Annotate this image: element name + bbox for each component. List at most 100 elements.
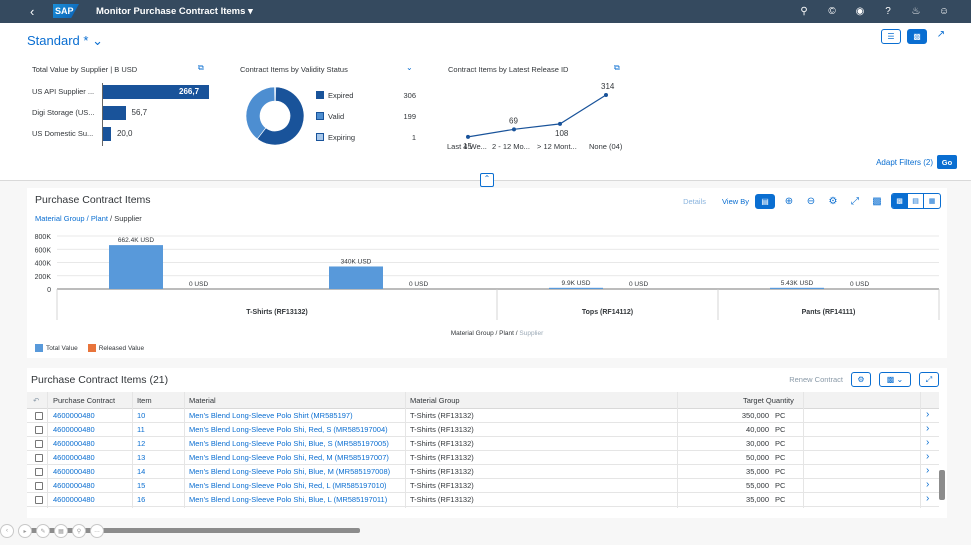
supplier-bar-row[interactable]: Digi Storage (US... 56,7 bbox=[32, 104, 212, 125]
contract-link[interactable]: 4600000480 bbox=[53, 467, 95, 476]
item-link[interactable]: 16 bbox=[137, 495, 146, 504]
column-header-item[interactable]: Item bbox=[137, 396, 152, 405]
item-link[interactable]: 10 bbox=[137, 411, 146, 420]
column-header-target-quantity[interactable]: Target Quantity bbox=[743, 396, 794, 405]
material-link[interactable]: Men's Blend Long-Sleeve Polo Shirt (MR58… bbox=[189, 411, 353, 420]
zoom-out-icon[interactable]: ⊖ bbox=[806, 195, 816, 207]
table-row[interactable]: 4600000480 14 Men's Blend Long-Sleeve Polo… bbox=[27, 465, 939, 479]
release-data-point[interactable] bbox=[558, 121, 562, 126]
share-icon[interactable]: ↗ bbox=[936, 29, 946, 40]
visual-filter-toggle-button[interactable]: ▩ bbox=[907, 29, 927, 44]
item-link[interactable]: 15 bbox=[137, 481, 146, 490]
value-by-supplier-chart[interactable]: US API Supplier ... 266,7 Digi Storage (US… bbox=[32, 83, 212, 146]
chart-view-button[interactable]: ▤ bbox=[908, 194, 924, 208]
release-data-point[interactable] bbox=[604, 93, 608, 97]
row-select-checkbox[interactable] bbox=[35, 496, 43, 504]
validity-status-donut[interactable] bbox=[244, 85, 306, 147]
grid-icon[interactable]: ▦ bbox=[54, 524, 68, 538]
variant-selector[interactable]: Standard * ⌄ bbox=[27, 33, 103, 49]
binoculars-icon[interactable]: ◉ bbox=[855, 5, 865, 17]
material-link[interactable]: Men's Blend Long-Sleeve Polo Shi, Red, S… bbox=[189, 425, 388, 434]
legend-toggle-button[interactable]: ▤ bbox=[755, 193, 775, 209]
supplier-bar[interactable] bbox=[103, 127, 111, 141]
search-icon[interactable]: ⚲ bbox=[72, 524, 86, 538]
column-header-material[interactable]: Material bbox=[189, 396, 216, 405]
supplier-bar-row[interactable]: US Domestic Su... 20,0 bbox=[32, 125, 212, 146]
table-row[interactable]: 4600000480 12 Men's Blend Long-Sleeve Polo… bbox=[27, 437, 939, 451]
item-link[interactable]: 14 bbox=[137, 467, 146, 476]
row-select-checkbox[interactable] bbox=[35, 440, 43, 448]
release-data-point[interactable] bbox=[466, 134, 470, 139]
adapt-filters-button[interactable]: Adapt Filters (2) bbox=[876, 158, 933, 167]
row-navigation-icon[interactable]: › bbox=[926, 409, 930, 420]
row-select-checkbox[interactable] bbox=[35, 426, 43, 434]
zoom-in-icon[interactable]: ⊕ bbox=[784, 195, 794, 207]
chart-and-table-view-button[interactable]: ▩ bbox=[892, 194, 908, 208]
row-navigation-icon[interactable]: › bbox=[926, 423, 930, 434]
material-link[interactable]: Men's Blend Long-Sleeve Polo Shi, Blue, … bbox=[189, 439, 389, 448]
chart-type-icon[interactable]: ▩ bbox=[872, 195, 882, 207]
validity-legend-item[interactable]: Expired 306 bbox=[316, 89, 416, 110]
items-bar-chart[interactable]: 800K 600K 400K 200K 0 T-Shirts (RF13132) Tops … bbox=[27, 228, 947, 338]
view-by-button[interactable]: View By bbox=[722, 196, 749, 206]
bell-icon[interactable]: ♨ bbox=[911, 5, 921, 17]
compact-filter-toggle-button[interactable]: ☰ bbox=[881, 29, 901, 44]
donut-slice[interactable] bbox=[256, 86, 305, 146]
row-select-checkbox[interactable] bbox=[35, 412, 43, 420]
column-header-contract[interactable]: Purchase Contract bbox=[53, 396, 116, 405]
more-icon[interactable]: … bbox=[90, 524, 104, 538]
user-icon[interactable]: ☺ bbox=[938, 5, 950, 17]
prev-icon[interactable]: ‹ bbox=[0, 524, 14, 538]
pen-icon[interactable]: ✎ bbox=[36, 524, 50, 538]
chevron-down-icon[interactable]: ⌄ bbox=[406, 63, 413, 72]
item-link[interactable]: 13 bbox=[137, 453, 146, 462]
fullscreen-icon[interactable]: ⤢ bbox=[851, 195, 859, 207]
table-row[interactable]: 4600000480 10 Men's Blend Long-Sleeve Polo… bbox=[27, 409, 939, 423]
release-series-line[interactable] bbox=[467, 94, 607, 138]
contract-link[interactable]: 4600000480 bbox=[53, 425, 95, 434]
item-link[interactable]: 12 bbox=[137, 439, 146, 448]
row-select-checkbox[interactable] bbox=[35, 468, 43, 476]
play-icon[interactable]: ▸ bbox=[18, 524, 32, 538]
table-row[interactable]: 4600000480 11 Men's Blend Long-Sleeve Polo… bbox=[27, 423, 939, 437]
row-navigation-icon[interactable]: › bbox=[926, 493, 930, 504]
table-view-button[interactable]: ▦ bbox=[928, 198, 936, 205]
contract-link[interactable]: 4600000480 bbox=[53, 481, 95, 490]
supplier-bar[interactable] bbox=[103, 85, 209, 99]
undo-icon[interactable]: ↶ bbox=[33, 396, 40, 405]
total-value-bar[interactable] bbox=[109, 245, 163, 289]
horizontal-scrollbar[interactable] bbox=[20, 528, 360, 533]
item-link[interactable]: 11 bbox=[137, 425, 145, 434]
column-header-material-group[interactable]: Material Group bbox=[410, 396, 460, 405]
popin-icon[interactable]: ⧉ bbox=[614, 63, 620, 72]
app-title-menu[interactable]: Monitor Purchase Contract Items ▾ bbox=[96, 6, 253, 17]
contract-link[interactable]: 4600000480 bbox=[53, 453, 95, 462]
breadcrumb-link[interactable]: Material Group / Plant bbox=[35, 214, 108, 223]
details-button[interactable]: Details bbox=[683, 196, 707, 206]
vertical-scrollbar[interactable] bbox=[939, 470, 945, 500]
contract-link[interactable]: 4600000480 bbox=[53, 495, 95, 504]
search-icon[interactable]: ⚲ bbox=[800, 5, 808, 17]
renew-contract-button[interactable]: Renew Contract bbox=[789, 375, 843, 384]
release-data-point[interactable] bbox=[512, 127, 516, 132]
total-value-bar[interactable] bbox=[329, 266, 383, 289]
supplier-bar[interactable] bbox=[103, 106, 126, 120]
material-link[interactable]: Men's Blend Long-Sleeve Polo Shi, Red, L… bbox=[189, 481, 387, 490]
row-select-checkbox[interactable] bbox=[35, 482, 43, 490]
validity-legend-item[interactable]: Expiring 1 bbox=[316, 131, 416, 152]
latest-release-line-chart[interactable]: 15 69 108 314 bbox=[446, 83, 632, 153]
help-icon[interactable]: ? bbox=[885, 5, 891, 17]
row-select-checkbox[interactable] bbox=[35, 454, 43, 462]
back-icon[interactable]: ‹ bbox=[30, 4, 35, 19]
contract-link[interactable]: 4600000480 bbox=[53, 439, 95, 448]
copyright-icon[interactable]: © bbox=[828, 5, 836, 17]
table-row[interactable]: 4600000480 15 Men's Blend Long-Sleeve Polo… bbox=[27, 479, 939, 493]
contract-link[interactable]: 4600000480 bbox=[53, 411, 95, 420]
popin-icon[interactable]: ⧉ bbox=[198, 63, 204, 72]
export-menu-button[interactable]: ▩ ⌄ bbox=[879, 372, 911, 387]
donut-slice[interactable] bbox=[274, 86, 277, 102]
collapse-header-button[interactable]: ⌃ bbox=[480, 173, 494, 187]
settings-icon[interactable]: ⚙ bbox=[828, 195, 838, 207]
series-legend-item[interactable]: Released Value bbox=[87, 344, 144, 352]
table-settings-button[interactable]: ⚙ bbox=[851, 372, 871, 387]
